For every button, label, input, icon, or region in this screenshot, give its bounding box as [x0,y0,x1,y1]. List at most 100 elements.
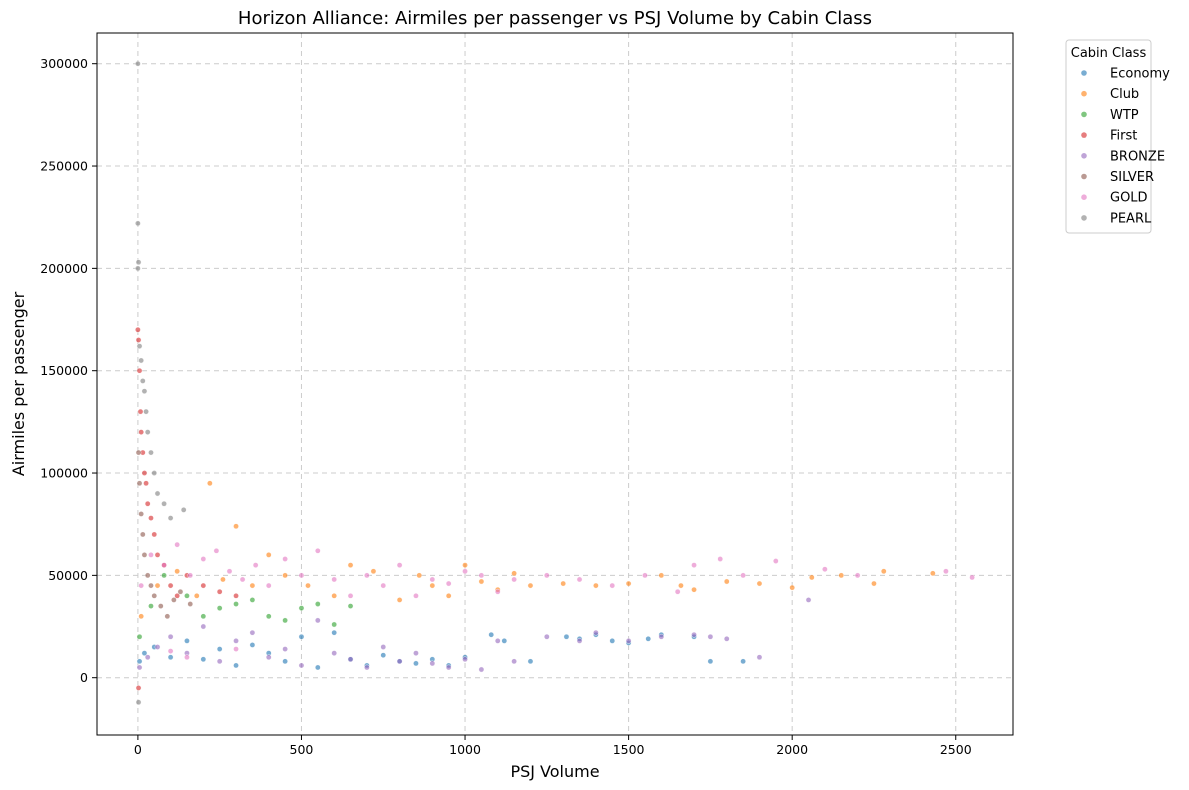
data-point [576,638,583,644]
data-point [216,588,223,595]
data-point [396,597,403,603]
data-point [200,623,207,630]
plot-frame [96,32,1014,736]
legend-label: SILVER [1110,170,1154,185]
data-point [141,552,148,558]
data-point [347,603,354,609]
data-point [527,658,534,665]
data-point [511,576,517,583]
data-point [429,576,436,583]
data-point [560,580,566,587]
data-point [380,644,387,650]
data-point [822,566,828,573]
data-point [151,470,158,476]
data-point [370,568,377,575]
data-point [139,531,146,538]
data-point [298,662,305,669]
data-point [723,636,730,642]
data-point [674,588,681,595]
legend-box [1065,39,1152,234]
data-point [154,644,161,650]
data-point [723,578,730,585]
data-point [298,633,305,640]
plot-area [96,32,1014,736]
x-tick-label: 1000 [449,742,481,757]
data-point [148,603,154,609]
y-tick-label: 100000 [40,466,88,481]
data-point [678,582,684,589]
data-point [494,638,501,644]
data-point [148,552,154,558]
data-point [136,633,143,640]
data-point [429,582,436,589]
data-point [445,580,452,587]
data-point [233,662,239,669]
data-point [184,593,190,599]
data-point [207,480,213,487]
data-point [315,601,321,607]
data-point [282,658,288,665]
data-point [347,562,354,568]
data-point [220,576,226,583]
x-tick-label: 0 [134,742,142,757]
data-point [139,378,146,384]
y-tick-label: 250000 [40,159,88,174]
data-point [282,556,288,562]
data-point [200,613,207,620]
data-point [658,633,665,640]
data-point [854,572,861,579]
grid-lines [97,33,1013,735]
data-point [563,633,570,640]
series-club [138,480,936,620]
data-points [135,60,975,706]
data-point [143,408,149,415]
data-point [609,582,616,589]
data-point [171,597,177,603]
data-point [148,582,154,589]
series-silver [135,449,194,620]
y-tick-label: 200000 [40,261,88,276]
data-point [413,593,419,599]
data-point [413,660,419,667]
data-point [838,572,845,579]
data-point [154,552,161,558]
data-point [136,367,143,374]
x-axis-label: PSJ Volume [510,762,599,781]
data-point [282,646,288,652]
data-point [135,337,142,343]
data-point [462,656,468,663]
data-point [161,500,167,507]
data-point [544,572,550,579]
data-point [249,582,256,589]
legend-marker [1081,132,1087,138]
data-point [625,638,632,644]
legend-marker [1081,111,1087,118]
data-point [331,629,337,636]
data-point [167,654,174,661]
data-point [364,572,370,579]
data-point [501,638,508,644]
data-point [143,480,149,487]
data-point [331,593,337,599]
legend-label: First [1110,129,1137,144]
x-tick-label: 2500 [940,742,972,757]
data-point [138,582,144,589]
data-point [167,582,174,589]
data-point [462,562,468,568]
data-point [148,515,154,521]
data-point [144,654,151,661]
data-point [943,568,949,575]
data-point [773,558,779,564]
data-point [429,660,436,667]
data-point [396,562,403,568]
data-point [478,578,485,585]
data-point [164,613,171,620]
data-point [305,582,311,589]
chart-title: Horizon Alliance: Airmiles per passenger… [238,8,872,29]
data-point [135,326,141,333]
data-point [593,582,599,589]
data-point [174,593,180,599]
data-point [135,220,141,227]
data-point [462,568,468,575]
